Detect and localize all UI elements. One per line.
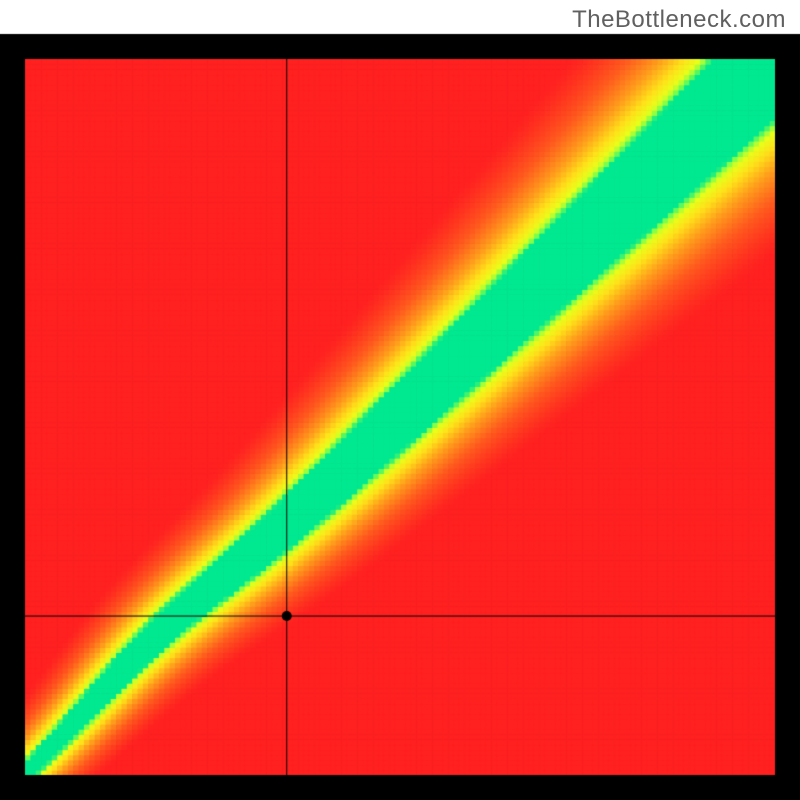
chart-container: TheBottleneck.com bbox=[0, 0, 800, 800]
watermark-text: TheBottleneck.com bbox=[572, 6, 786, 34]
bottleneck-heatmap bbox=[0, 0, 800, 800]
